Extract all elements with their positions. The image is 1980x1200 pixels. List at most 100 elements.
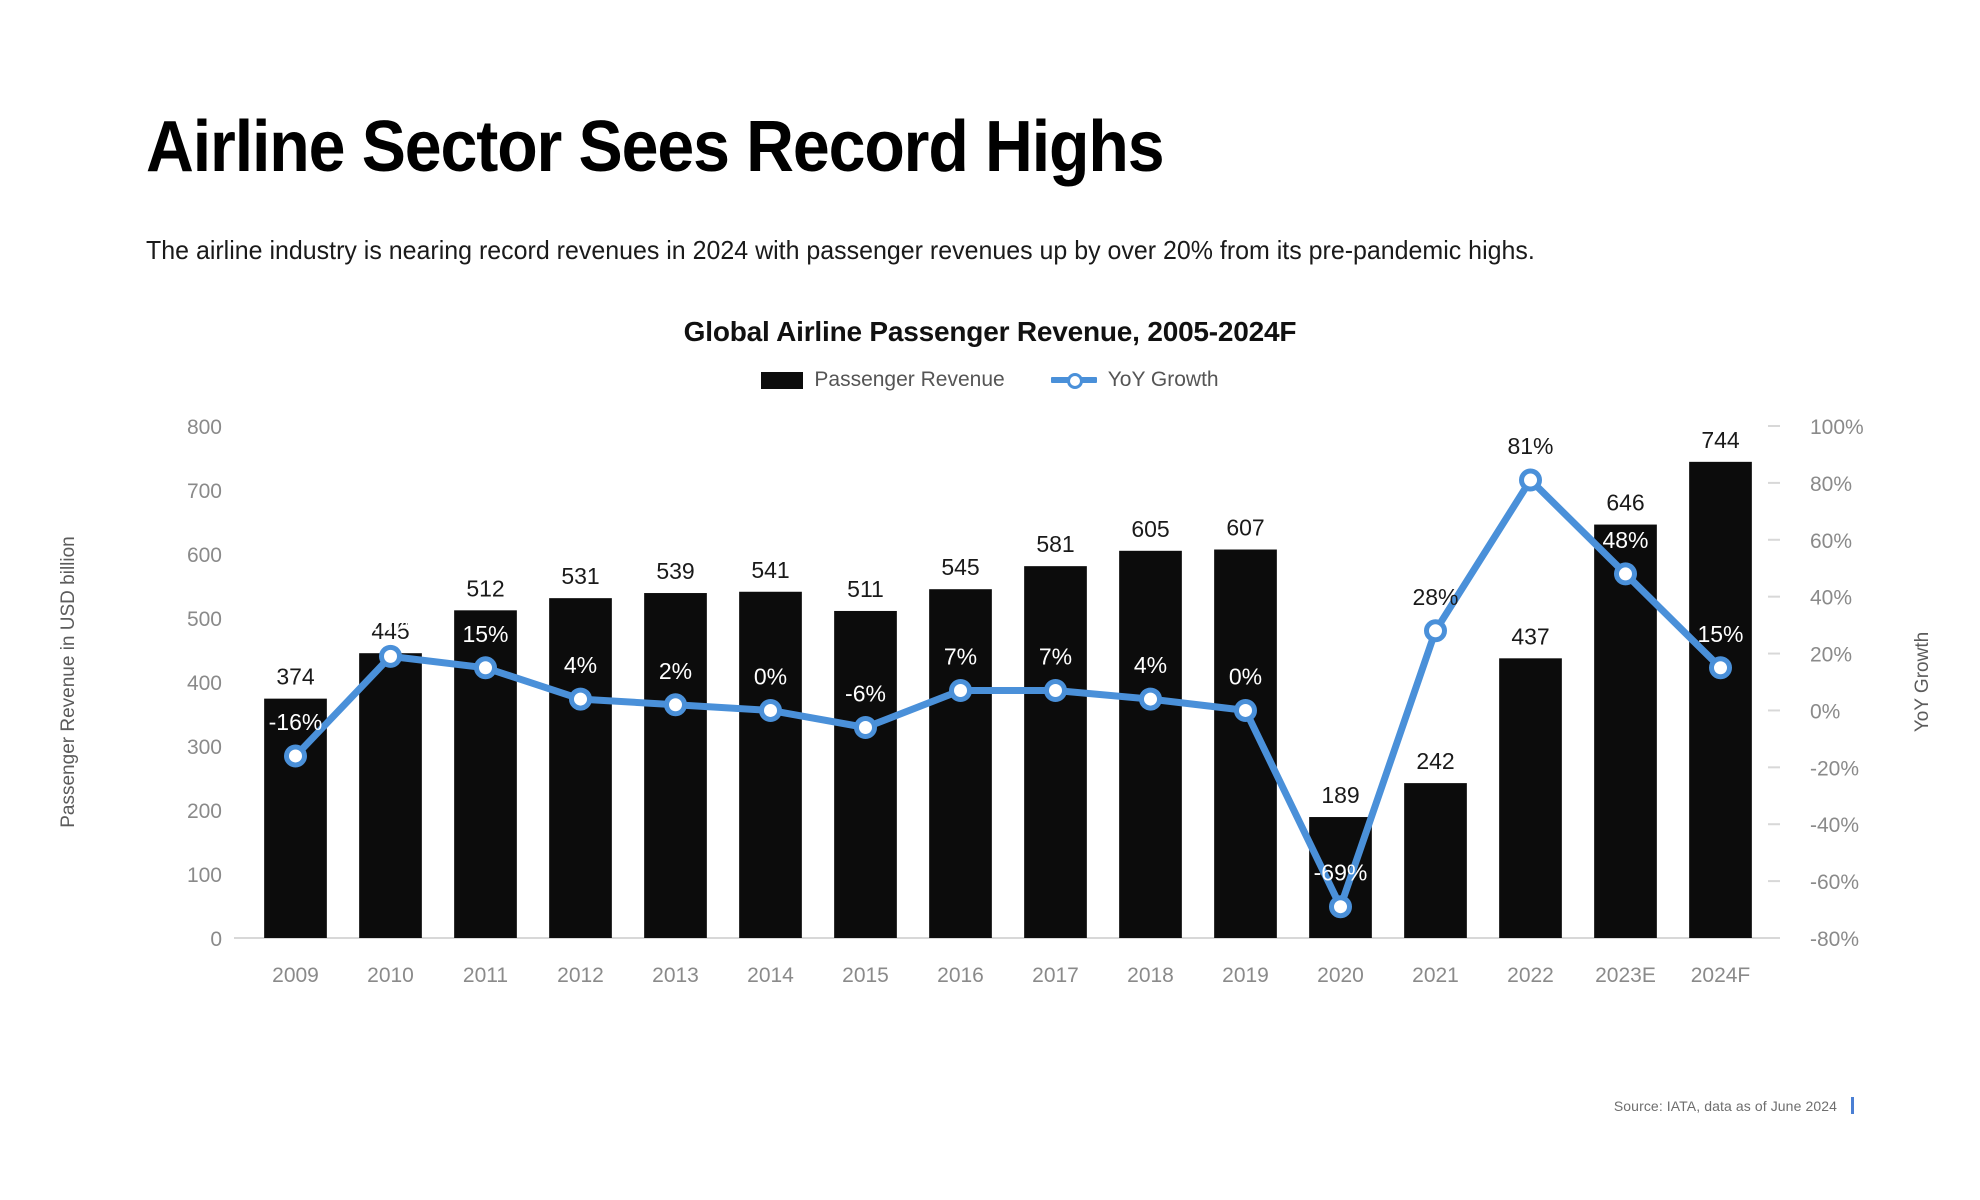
- x-axis-category-label: 2023E: [1595, 964, 1656, 987]
- page-title: Airline Sector Sees Record Highs: [146, 107, 1165, 188]
- growth-value-label: 4%: [564, 652, 597, 678]
- bar-value-label: 541: [751, 557, 789, 583]
- x-axis-category-label: 2014: [747, 964, 794, 987]
- bar-value-label: 511: [847, 576, 884, 602]
- bar[interactable]: [1024, 566, 1087, 938]
- x-axis-category-label: 2022: [1507, 964, 1554, 987]
- growth-line: [292, 476, 1724, 911]
- chart-title: Global Airline Passenger Revenue, 2005-2…: [683, 316, 1297, 347]
- growth-value-label: 15%: [462, 621, 508, 647]
- bar-value-label: 242: [1416, 748, 1454, 774]
- plot-area: 800 700 600 500 400 300 200 100 0 100% 80% 60% 40% 20…: [0, 410, 1980, 1030]
- growth-value-label: 0%: [754, 663, 787, 689]
- bar-value-label: 437: [1511, 623, 1549, 649]
- bar[interactable]: [644, 593, 707, 938]
- bar[interactable]: [549, 598, 612, 938]
- y-axis-tick-label: 800: [187, 416, 222, 439]
- growth-value-label: -6%: [845, 681, 886, 707]
- x-axis-category-label: 2016: [937, 964, 984, 987]
- bar[interactable]: [739, 591, 802, 938]
- x-axis-category-label: 2021: [1412, 964, 1459, 987]
- line-marker-swatch-icon: [1050, 371, 1097, 389]
- y2-axis-tick-label: 60%: [1810, 530, 1852, 553]
- growth-data-point[interactable]: [569, 687, 592, 711]
- bar-value-label: 189: [1321, 782, 1359, 808]
- growth-data-point[interactable]: [1519, 468, 1542, 492]
- legend-label-passenger-revenue: Passenger Revenue: [814, 368, 1005, 391]
- x-axis-category-label: 2013: [652, 964, 699, 987]
- x-axis-category-label: 2020: [1317, 964, 1364, 987]
- y-axis-tick-label: 700: [187, 480, 222, 503]
- y2-axis-tick-label: -40%: [1810, 814, 1859, 837]
- growth-data-point[interactable]: [1234, 698, 1257, 722]
- y2-axis-title: YoY Growth: [1912, 632, 1933, 732]
- bar[interactable]: [834, 610, 897, 938]
- growth-data-point[interactable]: [1709, 656, 1732, 680]
- source-attribution: Source: IATA, data as of June 2024: [1614, 1097, 1854, 1114]
- page-subtitle: The airline industry is nearing record r…: [146, 235, 1535, 265]
- growth-value-label: -16%: [269, 709, 323, 735]
- legend-item-yoy-growth[interactable]: YoY Growth: [1050, 368, 1219, 392]
- bar[interactable]: [1689, 461, 1752, 938]
- bar[interactable]: [1499, 658, 1562, 938]
- x-axis-category-label: 2019: [1222, 964, 1269, 987]
- growth-value-label: 19%: [367, 609, 413, 635]
- bar[interactable]: [1404, 783, 1467, 938]
- growth-value-label: 2%: [659, 658, 692, 684]
- growth-value-label: -69%: [1314, 860, 1368, 886]
- bar[interactable]: [1594, 524, 1657, 938]
- growth-data-point[interactable]: [1044, 679, 1067, 703]
- growth-value-label: 7%: [944, 644, 977, 670]
- growth-data-point[interactable]: [1329, 895, 1352, 919]
- y-axis-tick-label: 300: [187, 736, 222, 759]
- source-text: Source: IATA, data as of June 2024: [1613, 1097, 1837, 1114]
- growth-value-label: 4%: [1134, 652, 1167, 678]
- y-axis-tick-label: 200: [187, 800, 222, 823]
- bar-value-label: 744: [1701, 427, 1740, 453]
- growth-value-label: 7%: [1039, 644, 1072, 670]
- y2-axis-tick-label: 100%: [1810, 416, 1864, 439]
- y-axis-tick-label: 400: [187, 672, 222, 695]
- x-axis-category-label: 2009: [272, 964, 319, 987]
- bar-value-label: 545: [941, 554, 979, 580]
- y2-axis-tick-label: 20%: [1810, 644, 1852, 667]
- y-axis-tick-label: 100: [187, 864, 222, 887]
- growth-value-label: 0%: [1229, 663, 1262, 689]
- growth-value-label: 15%: [1697, 621, 1743, 647]
- x-axis-category-label: 2012: [557, 964, 604, 987]
- growth-data-point[interactable]: [284, 744, 307, 768]
- bar[interactable]: [359, 653, 422, 938]
- bar-value-label: 374: [276, 664, 315, 690]
- legend-item-passenger-revenue[interactable]: Passenger Revenue: [761, 368, 1005, 392]
- bar[interactable]: [929, 589, 992, 938]
- bar[interactable]: [1214, 549, 1277, 938]
- x-axis-category-label: 2011: [463, 964, 508, 987]
- y2-axis-tick-label: -60%: [1810, 871, 1859, 894]
- growth-value-label: 81%: [1507, 433, 1553, 459]
- growth-data-point[interactable]: [474, 656, 497, 680]
- bar-value-label: 581: [1036, 531, 1074, 557]
- bar-value-label: 512: [466, 575, 504, 601]
- y-axis-tick-label: 600: [187, 544, 222, 567]
- growth-data-point[interactable]: [854, 716, 877, 740]
- growth-data-point[interactable]: [1614, 562, 1637, 586]
- growth-data-point[interactable]: [759, 698, 782, 722]
- x-axis-category-label: 2010: [367, 964, 414, 987]
- growth-data-point[interactable]: [1139, 687, 1162, 711]
- growth-data-point[interactable]: [664, 693, 687, 717]
- bar-value-label: 607: [1226, 515, 1264, 541]
- bar[interactable]: [1119, 550, 1182, 938]
- y2-axis-tick-label: 0%: [1810, 700, 1840, 723]
- x-axis-category-label: 2024F: [1691, 964, 1751, 987]
- growth-data-point[interactable]: [379, 644, 402, 668]
- growth-value-label: 48%: [1602, 527, 1648, 553]
- growth-data-point[interactable]: [949, 679, 972, 703]
- bar-value-label: 531: [561, 563, 599, 589]
- x-axis-category-label: 2017: [1032, 964, 1079, 987]
- legend-label-yoy-growth: YoY Growth: [1107, 368, 1219, 391]
- growth-data-point[interactable]: [1424, 619, 1447, 643]
- chart-container: Global Airline Passenger Revenue, 2005-2…: [0, 300, 1980, 1040]
- bar-swatch-icon: [761, 371, 804, 389]
- x-axis-category-label: 2018: [1127, 964, 1174, 987]
